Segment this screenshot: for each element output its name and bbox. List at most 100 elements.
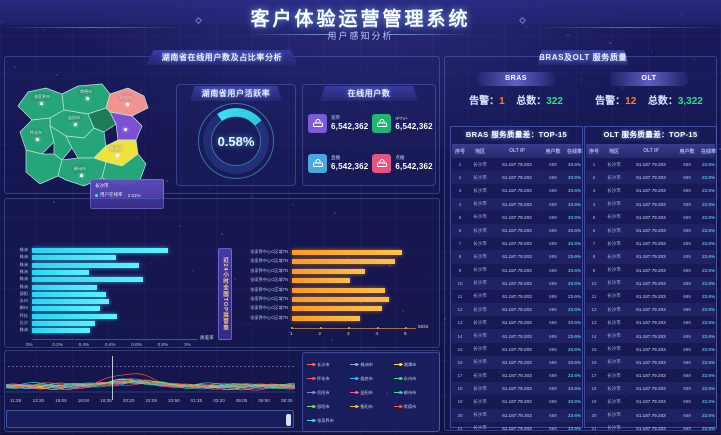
legend-item[interactable]: 常德市: [393, 400, 435, 413]
metric-item[interactable]: IPTV+ 6,542,362: [372, 104, 433, 142]
table-row[interactable]: 3 长沙市 61.187.79.203 689 23.6%: [586, 184, 715, 197]
bar-segment[interactable]: [32, 277, 143, 283]
bar-segment[interactable]: [32, 313, 118, 319]
bar-segment[interactable]: [292, 315, 361, 321]
table-row[interactable]: 2 长沙市 61.187.79.203 689 23.6%: [586, 171, 715, 185]
bar-segment[interactable]: [292, 306, 382, 312]
table-row[interactable]: 19 长沙市 61.187.79.203 689 23.6%: [586, 395, 715, 408]
metric-item[interactable]: 直播 6,542,362: [308, 144, 368, 182]
mos-chart[interactable]: 张家界中心C区域7N 张家界中心C区域7N 张家界中心C区域7N 张家界中心C区域7N…: [236, 244, 440, 344]
table-row[interactable]: 9 长沙市 61.187.79.203 689 23.6%: [586, 264, 715, 277]
cell-region: 长沙市: [473, 267, 487, 273]
timeline-scrollbar[interactable]: [6, 410, 294, 428]
legend-item[interactable]: 岳阳市: [307, 386, 348, 399]
table-row[interactable]: 20 长沙市 61.187.79.203 689 23.6%: [586, 408, 715, 422]
table-row[interactable]: 17 长沙市 61.187.79.203 689 23.6%: [586, 369, 715, 382]
bar-segment[interactable]: [292, 287, 385, 293]
table-row[interactable]: 8 长沙市 61.187.79.203 689 23.6%: [586, 250, 715, 264]
hunan-map[interactable]: 张家界市 常德市 岳阳市 益阳市 怀化市 株洲市 郴州市 长沙市 用户在线率 :…: [6, 66, 171, 209]
bar-segment[interactable]: [32, 306, 100, 312]
table-row[interactable]: 4 长沙市 61.187.79.203 689 23.6%: [452, 197, 581, 211]
table-row[interactable]: 10 长沙市 61.187.79.203 689 23.6%: [452, 276, 581, 290]
table-row[interactable]: 8 长沙市 61.187.79.203 689 23.6%: [452, 250, 581, 264]
bar-segment[interactable]: [292, 297, 389, 302]
table-row[interactable]: 14 长沙市 61.187.79.203 689 23.6%: [586, 329, 715, 343]
scrollbar-handle[interactable]: [286, 414, 291, 426]
legend-item[interactable]: 长沙市: [307, 358, 348, 371]
legend-item[interactable]: 永州市: [393, 372, 435, 385]
legend-item[interactable]: 怀化市: [307, 372, 348, 385]
bar-segment[interactable]: [32, 248, 168, 253]
legend-item[interactable]: 张家界市: [307, 414, 348, 427]
table-row[interactable]: 3 长沙市 61.187.79.203 689 23.6%: [452, 184, 581, 197]
column-header: 用户数: [545, 148, 561, 155]
table-row[interactable]: 1 长沙市 61.187.79.203 689 23.6%: [586, 158, 715, 171]
bar-segment[interactable]: [292, 278, 351, 284]
legend-item[interactable]: 郴州市: [393, 386, 435, 399]
table-row[interactable]: 15 长沙市 61.187.79.203 689 23.6%: [586, 343, 715, 356]
table-row[interactable]: 7 长沙市 61.187.79.203 689 23.6%: [452, 237, 581, 250]
metric-item[interactable]: 宽带 6,542,362: [308, 104, 368, 142]
table-row[interactable]: 18 长沙市 61.187.79.203 689 23.6%: [452, 382, 581, 396]
table-row[interactable]: 15 长沙市 61.187.79.203 689 23.6%: [452, 343, 581, 356]
quality-rate-chart[interactable]: 株洲 株洲 株洲 株洲 株洲 株洲 邵阳 永州 郴州 怀化 长沙 株洲 0% 0.2% 0.4% 0.4% 0.…: [4, 244, 216, 347]
table-row[interactable]: 16 长沙市 61.187.79.203 689 23.6%: [586, 355, 715, 369]
bar-segment[interactable]: [292, 250, 402, 255]
x-tick-label: 4: [375, 331, 379, 337]
table-row[interactable]: 6 长沙市 61.187.79.203 689 23.6%: [586, 223, 715, 238]
table-row[interactable]: 17 长沙市 61.187.79.203 689 23.6%: [452, 369, 581, 382]
cell-rate: 23.6%: [567, 386, 582, 392]
timeline-legend[interactable]: 长沙市 株洲市 湘潭市怀化市 娄底市 永州市岳阳市 益阳市 郴州市邵阳市 衡阳市 常德市张家界市: [302, 352, 440, 432]
table-row[interactable]: 20 长沙市 61.187.79.203 689 23.6%: [452, 408, 581, 422]
cell-ip: 61.187.79.203: [502, 425, 532, 431]
legend-item[interactable]: 益阳市: [350, 386, 391, 399]
table-row[interactable]: 18 长沙市 61.187.79.203 689 23.6%: [586, 382, 715, 396]
legend-item[interactable]: 株洲市: [350, 358, 391, 371]
bar-segment[interactable]: [32, 299, 110, 305]
table-row[interactable]: 13 长沙市 61.187.79.203 689 23.6%: [452, 316, 581, 329]
table-row[interactable]: 21 长沙市 61.187.79.203 689 23.6%: [452, 422, 581, 435]
cell-users: 689: [549, 333, 557, 339]
table-row[interactable]: 16 长沙市 61.187.79.203 689 23.6%: [452, 355, 581, 369]
bar-segment[interactable]: [32, 328, 91, 334]
cell-region: 长沙市: [607, 359, 621, 365]
table-row[interactable]: 13 长沙市 61.187.79.203 689 23.6%: [586, 316, 715, 329]
activity-rate-donut[interactable]: 0.58%: [198, 103, 274, 179]
legend-item[interactable]: 邵阳市: [307, 400, 348, 413]
bar-segment[interactable]: [292, 259, 395, 265]
table-row[interactable]: 4 长沙市 61.187.79.203 689 23.6%: [586, 197, 715, 211]
bras-table[interactable]: 序号 地区 OLT IP 用户数 在线率 1 长沙市 61.187.79.203 689 23.6…: [452, 144, 582, 431]
bar-segment[interactable]: [32, 255, 116, 261]
cell-region: 长沙市: [473, 240, 487, 246]
cell-index: 1: [458, 162, 462, 168]
legend-item[interactable]: 衡阳市: [350, 400, 391, 413]
table-row[interactable]: 14 长沙市 61.187.79.203 689 23.6%: [452, 329, 581, 343]
table-row[interactable]: 11 长沙市 61.187.79.203 689 23.6%: [586, 290, 715, 303]
legend-line-icon: [350, 406, 360, 407]
table-row[interactable]: 11 长沙市 61.187.79.203 689 23.6%: [452, 290, 581, 303]
table-row[interactable]: 10 长沙市 61.187.79.203 689 23.6%: [586, 276, 715, 290]
bar-segment[interactable]: [292, 268, 365, 274]
timeline-chart[interactable]: 11:35 13:20 15:05 16:50 18:35 20:20 22:05 23:50…: [4, 352, 299, 432]
table-row[interactable]: 12 长沙市 61.187.79.203 689 23.6%: [452, 303, 581, 317]
bar-segment[interactable]: [32, 284, 97, 290]
bar-segment[interactable]: [32, 291, 107, 297]
table-row[interactable]: 9 长沙市 61.187.79.203 689 23.6%: [452, 264, 581, 277]
bar-segment[interactable]: [32, 321, 96, 326]
olt-table[interactable]: 序号 地区 OLT IP 用户数 在线率 1 长沙市 61.187.79.203 689 23.6…: [586, 144, 716, 431]
table-row[interactable]: 5 长沙市 61.187.79.203 689 23.6%: [586, 211, 715, 224]
legend-item[interactable]: 湘潭市: [393, 358, 435, 371]
table-row[interactable]: 5 长沙市 61.187.79.203 689 23.6%: [452, 211, 581, 224]
table-row[interactable]: 21 长沙市 61.187.79.203 689 23.6%: [586, 422, 715, 435]
table-row[interactable]: 12 长沙市 61.187.79.203 689 23.6%: [586, 303, 715, 317]
table-row[interactable]: 1 长沙市 61.187.79.203 689 23.6%: [452, 158, 581, 171]
metric-item[interactable]: 点播 6,542,362: [372, 144, 433, 182]
bar-segment[interactable]: [32, 269, 89, 275]
metric-label: 宽带: [331, 115, 340, 120]
bar-segment[interactable]: [32, 262, 140, 268]
table-row[interactable]: 19 长沙市 61.187.79.203 689 23.6%: [452, 395, 581, 408]
table-row[interactable]: 7 长沙市 61.187.79.203 689 23.6%: [586, 237, 715, 250]
table-row[interactable]: 6 长沙市 61.187.79.203 689 23.6%: [452, 223, 581, 238]
legend-item[interactable]: 娄底市: [350, 372, 391, 385]
table-row[interactable]: 2 长沙市 61.187.79.203 689 23.6%: [452, 171, 581, 185]
